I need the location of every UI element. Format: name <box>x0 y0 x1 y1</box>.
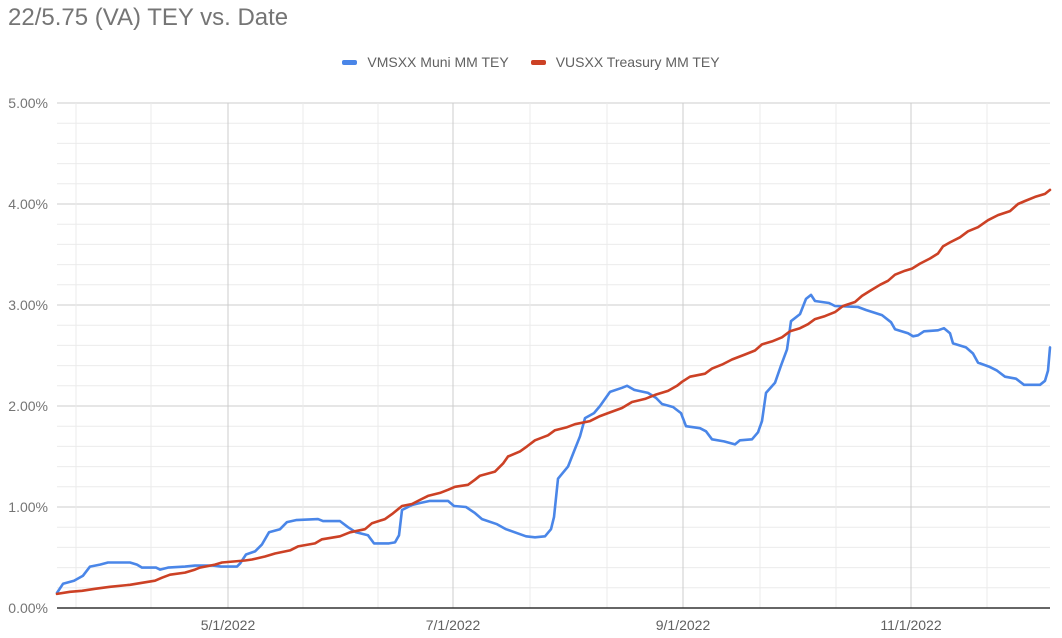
legend: VMSXX Muni MM TEY VUSXX Treasury MM TEY <box>0 54 1062 70</box>
gridlines <box>57 102 1050 608</box>
series-line-vusxx[interactable] <box>55 188 1052 596</box>
y-tick-label: 5.00% <box>8 95 48 111</box>
chart-title: 22/5.75 (VA) TEY vs. Date <box>8 4 289 31</box>
legend-swatch-blue-icon <box>342 59 358 65</box>
y-tick-label: 3.00% <box>8 297 48 313</box>
x-tick-label: 11/1/2022 <box>880 617 941 633</box>
y-tick-label: 1.00% <box>8 499 48 515</box>
x-tick-label: 9/1/2022 <box>656 617 711 633</box>
y-axis-ticks: 0.00% 1.00% 2.00% 3.00% 4.00% 5.00% <box>8 95 48 616</box>
x-axis-ticks: 5/1/2022 7/1/2022 9/1/2022 11/1/2022 <box>201 617 942 633</box>
x-tick-label: 7/1/2022 <box>426 617 481 633</box>
legend-swatch-red-icon <box>530 59 546 65</box>
series-line-vmsxx[interactable] <box>55 293 1052 595</box>
y-tick-label: 0.00% <box>8 600 48 616</box>
series-lines <box>55 188 1052 596</box>
legend-item-vusxx[interactable]: VUSXX Treasury MM TEY <box>530 54 720 70</box>
legend-label-vusxx: VUSXX Treasury MM TEY <box>555 54 720 70</box>
x-tick-label: 5/1/2022 <box>201 617 256 633</box>
y-tick-label: 2.00% <box>8 398 48 414</box>
legend-item-vmsxx[interactable]: VMSXX Muni MM TEY <box>342 54 509 70</box>
legend-label-vmsxx: VMSXX Muni MM TEY <box>367 54 509 70</box>
y-tick-label: 4.00% <box>8 196 48 212</box>
